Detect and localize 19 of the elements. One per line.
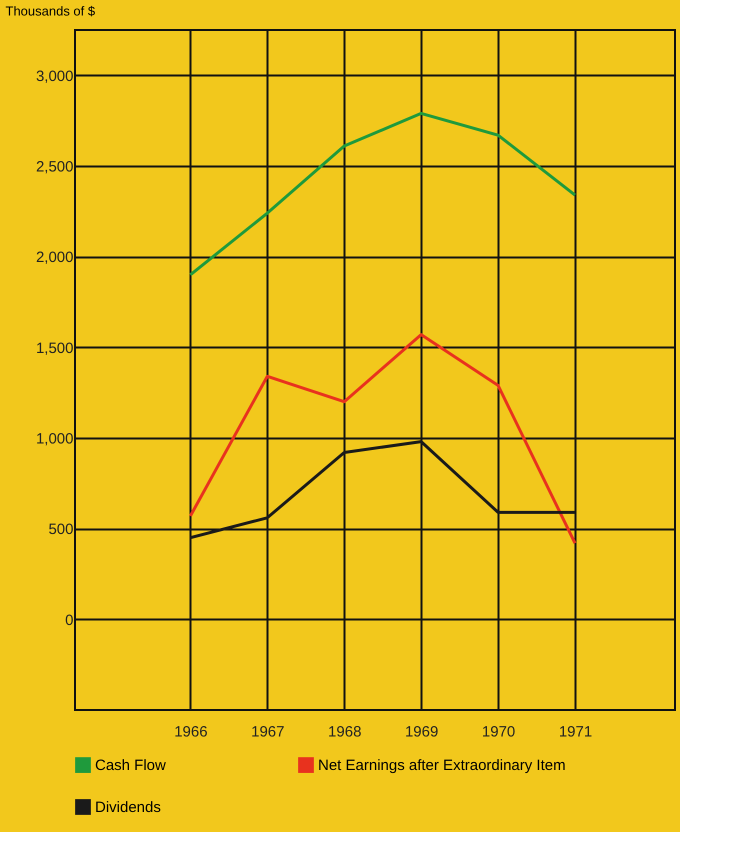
y-tick-label: 1,000 (36, 430, 74, 448)
x-tick-label: 1968 (328, 724, 362, 740)
x-tick-label: 1967 (251, 724, 284, 740)
x-tick-label: 1971 (558, 724, 592, 740)
x-tick-label: 1970 (482, 724, 516, 740)
y-tick-label: 2,500 (36, 158, 74, 176)
line-series (188, 112, 576, 276)
line-series (188, 333, 576, 545)
y-tick-label: 3,000 (36, 68, 74, 85)
legend-label: Dividends (95, 799, 161, 816)
y-axis-title: Thousands of $ (6, 4, 96, 18)
x-tick-label: 1969 (404, 724, 438, 740)
y-tick-label: 2,000 (36, 249, 74, 266)
y-tick-label: 0 (65, 612, 74, 629)
legend-label: Cash Flow (95, 757, 166, 774)
legend-label: Net Earnings after Extraordinary Item (318, 757, 566, 774)
x-tick-label: 1966 (174, 724, 208, 740)
y-tick-label: 1,500 (36, 340, 74, 357)
y-tick-label: 500 (48, 521, 74, 538)
